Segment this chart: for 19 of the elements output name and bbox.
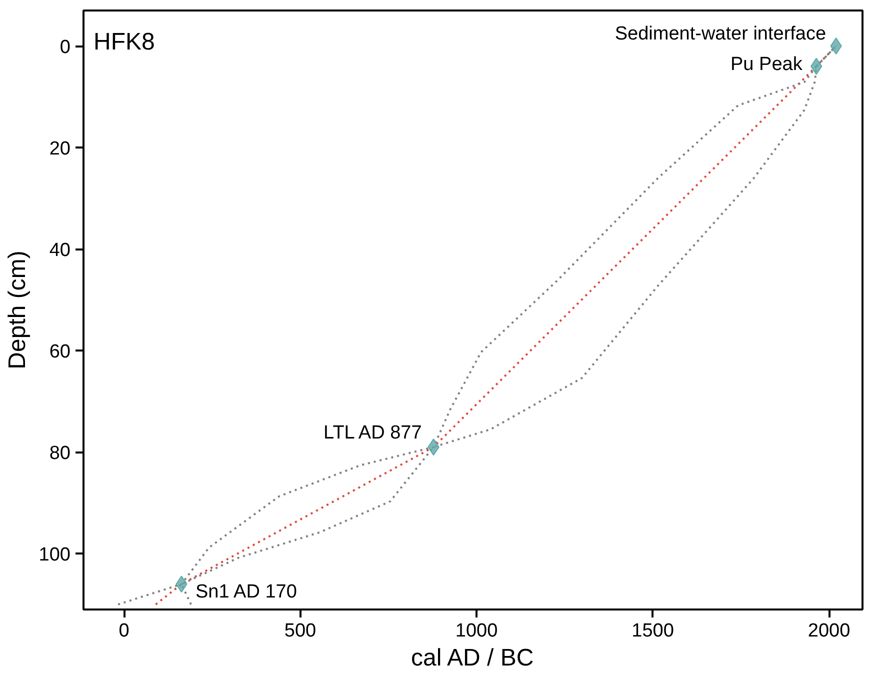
annotation: LTL AD 877 — [324, 422, 422, 444]
y-tick-label: 20 — [49, 138, 71, 160]
x-axis-title: cal AD / BC — [410, 644, 534, 672]
annotation: Sediment-water interface — [614, 24, 826, 45]
annotation: Sn1 AD 170 — [195, 582, 297, 603]
x-tick-label: 1000 — [455, 620, 498, 642]
text: HFK8 — [94, 28, 155, 56]
x-tick-label: 1500 — [632, 620, 674, 642]
point — [810, 58, 822, 75]
annotation: Pu Peak — [730, 54, 803, 75]
x-tick-label: 500 — [284, 620, 316, 642]
y-tick-label: 60 — [49, 342, 71, 363]
x-tick-label: 2000 — [808, 620, 850, 642]
y-tick-label: 0 — [60, 37, 71, 58]
y-tick-label: 80 — [49, 443, 71, 464]
x-tick-label: 0 — [118, 620, 130, 642]
y-tick-label: 40 — [49, 240, 71, 262]
y-axis-title: Depth (cm) — [4, 250, 31, 370]
y-tick-label: 100 — [38, 544, 70, 566]
